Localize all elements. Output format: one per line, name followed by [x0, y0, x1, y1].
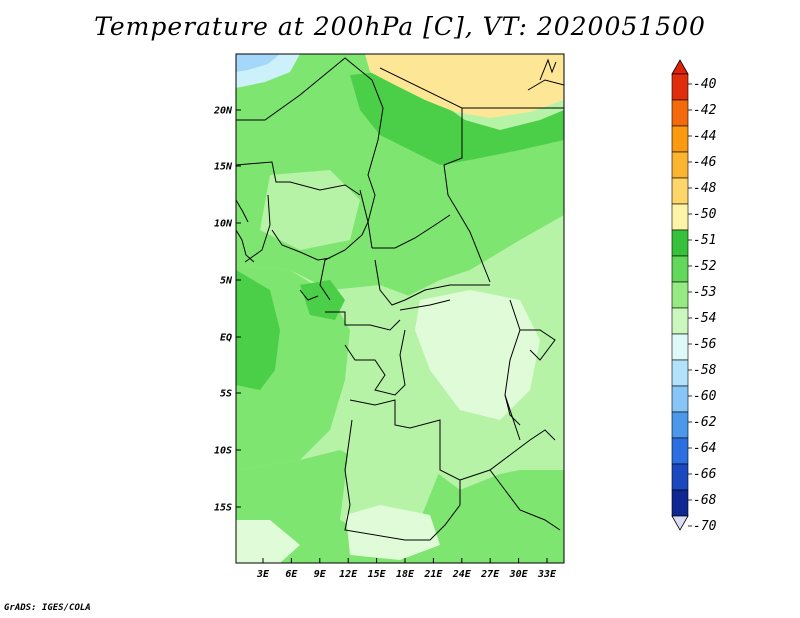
colorbar-segment: [671, 359, 689, 387]
lat-tick-label: 5S: [220, 389, 232, 400]
colorbar-label: -40: [693, 77, 717, 92]
colorbar-label: -62: [693, 415, 717, 430]
field-zone-50-north: [365, 54, 564, 118]
lat-tick-label: 20N: [213, 106, 233, 117]
lat-tick-label: 15S: [214, 503, 232, 514]
field-zone-54-southwest: [236, 520, 300, 563]
colorbar-segment: [671, 73, 689, 101]
lon-tick-label: 21E: [423, 569, 443, 580]
field-zone-51-coast: [300, 280, 345, 320]
colorbar-label: -53: [693, 285, 716, 300]
lon-tick-label: 3E: [256, 569, 270, 580]
lat-tick-label: 15N: [214, 162, 233, 173]
longitude-axis: 3E 6E 9E 12E 15E 18E 21E 24E 27E 30E 33E: [256, 558, 557, 580]
colorbar-label: -66: [693, 467, 717, 482]
colorbar-segment: [671, 437, 689, 465]
credit-text: GrADS: IGES/COLA: [4, 603, 91, 613]
colorbar-label: -42: [693, 103, 717, 118]
colorbar-segment: [671, 281, 689, 309]
colorbar-bottom-arrow: [671, 515, 689, 531]
lon-tick-label: 15E: [368, 569, 387, 580]
colorbar-label: -64: [693, 441, 716, 456]
colorbar-label: -54: [693, 311, 716, 326]
colorbar-label: -51: [693, 233, 716, 248]
lat-tick-label: EQ: [220, 333, 232, 344]
lon-tick-label: 12E: [339, 569, 358, 580]
colorbar-label: -60: [693, 389, 717, 404]
field-zone-58-northwest: [236, 54, 280, 72]
lon-tick-label: 24E: [452, 569, 472, 580]
colorbar-label: -50: [693, 207, 717, 222]
lat-tick-label: 5N: [220, 276, 233, 287]
colorbar-segment: [671, 203, 689, 231]
colorbar-segment: [671, 463, 689, 491]
field-zone-54-center: [415, 290, 540, 420]
colorbar: -40 -42 -44 -46 -48 -50 -51 -52 -53 -54 -56 -58 -60 -…: [671, 59, 717, 534]
colorbar-label: -56: [693, 337, 717, 352]
colorbar-segment: [671, 177, 689, 205]
latitude-axis: 20N 15N 10N 5N EQ 5S 10S 15S: [213, 106, 241, 514]
country-borders: [236, 57, 564, 541]
colorbar-label: -52: [693, 259, 717, 274]
colorbar-segment: [671, 333, 689, 361]
lon-tick-label: 27E: [480, 569, 500, 580]
colorbar-label: -70: [693, 519, 717, 534]
lon-tick-label: 18E: [396, 569, 415, 580]
colorbar-label: -68: [693, 493, 717, 508]
colorbar-label: -58: [693, 363, 717, 378]
lon-tick-label: 6E: [285, 569, 298, 580]
colorbar-segment: [671, 229, 689, 257]
colorbar-segment: [671, 151, 689, 179]
field-zone-54-south: [346, 505, 440, 560]
colorbar-segment: [671, 385, 689, 413]
colorbar-label: -44: [693, 129, 716, 144]
plot-frame: [235, 53, 565, 564]
colorbar-segment: [671, 255, 689, 283]
colorbar-label: -46: [693, 155, 717, 170]
lon-tick-label: 9E: [314, 569, 327, 580]
lon-tick-label: 33E: [537, 569, 557, 580]
map-title: Temperature at 200hPa [C], VT: 202005150…: [94, 12, 706, 41]
lat-tick-label: 10N: [214, 219, 233, 230]
lon-tick-label: 30E: [509, 569, 529, 580]
colorbar-segment: [671, 489, 689, 517]
colorbar-top-arrow: [671, 59, 689, 75]
colorbar-segment: [671, 411, 689, 439]
field-zone-53-northwest: [260, 170, 360, 250]
field-zone-51-west: [236, 270, 280, 390]
colorbar-label: -48: [693, 181, 717, 196]
lat-tick-label: 10S: [214, 446, 232, 457]
colorbar-segment: [671, 99, 689, 127]
temperature-field: [236, 54, 564, 563]
field-zone-51-north: [350, 70, 564, 165]
colorbar-segment: [671, 307, 689, 335]
colorbar-segment: [671, 125, 689, 153]
